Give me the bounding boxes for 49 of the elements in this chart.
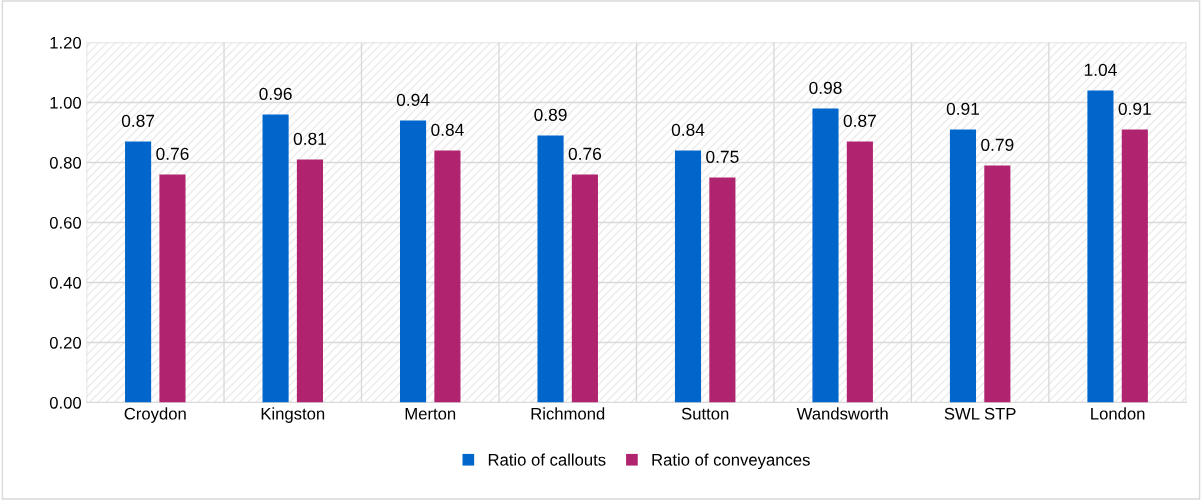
data-label: 0.91 <box>946 102 980 115</box>
bar <box>1087 90 1114 403</box>
y-tick-label: 0.40 <box>49 276 82 289</box>
x-tick-label: Croydon <box>124 407 186 423</box>
bar <box>1121 129 1148 403</box>
data-label: 0.94 <box>396 93 430 106</box>
y-tick-label: 0.00 <box>49 396 82 409</box>
bar <box>984 165 1011 403</box>
data-label: 0.91 <box>1118 102 1151 115</box>
bar <box>400 120 427 403</box>
x-tick-label: London <box>1091 407 1145 420</box>
x-tick-label: Wandsworth <box>796 407 888 420</box>
data-label: 0.96 <box>259 87 292 100</box>
y-tick-label: 0.80 <box>49 156 82 169</box>
bar <box>125 141 152 403</box>
x-tick-label: Richmond <box>531 407 605 420</box>
bar <box>537 135 564 403</box>
data-label: 0.98 <box>809 81 842 94</box>
data-label: 0.81 <box>293 132 326 145</box>
data-label: 0.84 <box>671 123 705 136</box>
data-label: 0.75 <box>706 150 739 163</box>
data-label: 0.87 <box>843 114 876 127</box>
data-label: 0.76 <box>568 147 602 160</box>
bar <box>709 177 736 403</box>
x-tick-label: Merton <box>405 407 456 420</box>
bar <box>434 150 461 403</box>
bar <box>159 174 186 403</box>
legend-label: Ratio of callouts <box>488 453 606 466</box>
y-tick-label: 1.00 <box>50 96 82 109</box>
bar <box>674 150 702 403</box>
data-label: 0.84 <box>431 123 464 136</box>
y-tick-label: 0.60 <box>49 216 82 229</box>
data-label: 1.04 <box>1084 63 1117 76</box>
bar <box>812 108 839 403</box>
bar <box>846 141 873 403</box>
bar <box>296 159 324 403</box>
x-tick-label: Kingston <box>261 407 325 423</box>
x-tick-label: Sutton <box>681 407 729 420</box>
legend-label: Ratio of conveyances <box>652 453 810 470</box>
y-tick-label: 1.20 <box>50 36 82 49</box>
data-label: 0.89 <box>534 108 567 121</box>
bar <box>949 129 977 403</box>
data-label: 0.79 <box>981 138 1014 151</box>
data-label: 0.76 <box>156 147 189 160</box>
x-tick-label: SWL STP <box>944 407 1016 420</box>
bar <box>571 174 598 403</box>
y-tick-label: 0.20 <box>49 336 82 349</box>
bar <box>262 114 289 403</box>
data-label: 0.87 <box>121 114 155 127</box>
